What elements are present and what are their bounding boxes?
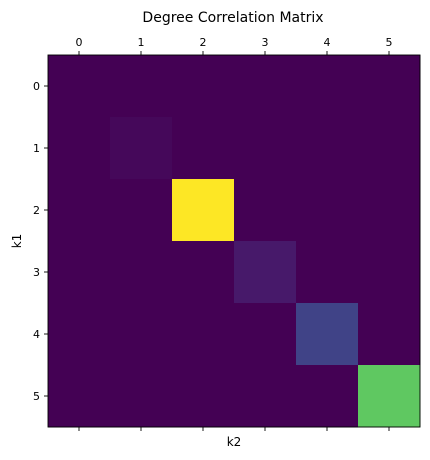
heatmap-cell-3-2 [172,241,235,304]
heatmap-cell-0-3 [234,55,297,118]
heatmap-cell-3-5 [358,241,421,304]
y-axis-ticks: 0 1 2 3 4 5 [33,80,48,403]
x-axis-top-ticks: 0 1 2 3 4 5 [76,36,393,55]
heatmap-cell-5-5 [358,365,421,428]
heatmap-cell-2-5 [358,179,421,242]
heatmap-cell-2-2 [172,179,235,242]
heatmap-cell-0-1 [110,55,173,118]
y-tick-label-3: 3 [33,266,40,279]
x-tick-label-1: 1 [138,36,145,49]
heatmap-cell-4-5 [358,303,421,366]
y-tick-label-4: 4 [33,328,40,341]
heatmap-cell-5-2 [172,365,235,428]
x-tick-label-3: 3 [262,36,269,49]
heatmap-cell-3-1 [110,241,173,304]
heatmap-cell-1-4 [296,117,359,180]
heatmap-cell-5-4 [296,365,359,428]
x-tick-label-5: 5 [386,36,393,49]
heatmap-cell-0-2 [172,55,235,118]
plot-frame [47,54,421,428]
heatmap-cell-2-3 [234,179,297,242]
x-tick-label-0: 0 [76,36,83,49]
x-tick-label-2: 2 [200,36,207,49]
heatmap-cell-0-4 [296,55,359,118]
heatmap-cell-4-1 [110,303,173,366]
heatmap-cell-3-3 [234,241,297,304]
heatmap-cell-4-2 [172,303,235,366]
heatmap-cells [48,55,421,428]
heatmap-cell-2-1 [110,179,173,242]
y-tick-label-5: 5 [33,390,40,403]
heatmap-cell-1-2 [172,117,235,180]
heatmap-cell-5-1 [110,365,173,428]
heatmap-cell-1-0 [48,117,111,180]
heatmap-cell-3-4 [296,241,359,304]
y-tick-label-0: 0 [33,80,40,93]
heatmap-cell-3-0 [48,241,111,304]
heatmap-cell-2-4 [296,179,359,242]
x-tick-label-4: 4 [324,36,331,49]
heatmap-cell-0-0 [48,55,111,118]
heatmap-cell-1-5 [358,117,421,180]
heatmap-cell-5-3 [234,365,297,428]
x-axis-label: k2 [227,435,242,449]
heatmap-cell-1-1 [110,117,173,180]
y-axis-label: k1 [10,234,24,249]
chart-title: Degree Correlation Matrix [142,10,323,26]
heatmap-cell-4-0 [48,303,111,366]
heatmap-cell-0-5 [358,55,421,118]
heatmap-cell-5-0 [48,365,111,428]
heatmap-cell-1-3 [234,117,297,180]
x-axis-bottom-ticks [78,427,390,431]
heatmap-cell-4-4 [296,303,359,366]
y-tick-label-1: 1 [33,142,40,155]
heatmap-cell-4-3 [234,303,297,366]
y-tick-label-2: 2 [33,204,40,217]
heatmap-cell-2-0 [48,179,111,242]
